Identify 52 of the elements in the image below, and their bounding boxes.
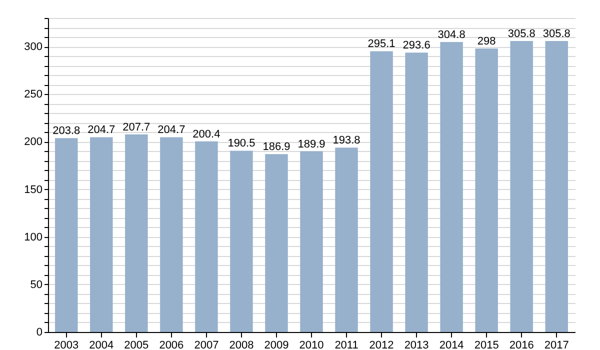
bar (405, 52, 428, 332)
data-label: 204.7 (158, 124, 186, 136)
bar (440, 42, 463, 332)
data-label: 204.7 (88, 124, 116, 136)
data-label: 186.9 (262, 141, 290, 154)
data-label: 207.7 (122, 121, 150, 134)
x-tick-label: 2010 (299, 340, 324, 350)
y-tick-label: 0 (36, 326, 42, 338)
x-tick-label: 2005 (124, 340, 149, 350)
y-tick-label: 200 (24, 136, 42, 148)
x-tick-label: 2007 (194, 340, 219, 350)
x-tick-label: 2012 (369, 340, 394, 350)
x-tick-label: 2004 (89, 340, 114, 350)
x-tick-label: 2016 (509, 340, 534, 350)
data-label: 200.4 (192, 128, 220, 140)
x-tick-label: 2011 (334, 340, 358, 350)
bar (160, 137, 183, 332)
bar (475, 48, 498, 332)
bar (335, 148, 358, 332)
data-label: 190.5 (228, 138, 256, 150)
data-label: 295.1 (368, 38, 396, 50)
x-tick-label: 2006 (159, 340, 184, 350)
data-label: 293.6 (402, 40, 430, 52)
bar (265, 154, 288, 332)
data-label: 193.8 (332, 134, 360, 147)
bar (55, 138, 78, 332)
x-tick-label: 2008 (229, 340, 254, 350)
bar (545, 41, 568, 332)
data-label: 305.8 (508, 28, 536, 40)
data-label: 203.8 (52, 125, 80, 138)
bar (125, 134, 148, 332)
bar (510, 41, 533, 332)
x-tick-label: 2013 (404, 340, 429, 350)
x-tick-label: 2009 (264, 340, 289, 350)
bar (90, 137, 113, 332)
bar (195, 141, 218, 332)
y-tick-label: 300 (24, 41, 42, 54)
x-tick-label: 2017 (544, 340, 569, 350)
y-tick-label: 50 (30, 278, 42, 291)
x-tick-label: 2014 (439, 340, 464, 350)
bar (370, 51, 393, 332)
data-label: 189.9 (298, 138, 326, 150)
y-tick-label: 150 (24, 184, 42, 196)
bar (300, 151, 323, 332)
data-label: 304.8 (438, 28, 466, 41)
data-label: 305.8 (542, 28, 570, 40)
bar (230, 150, 253, 332)
y-tick-label: 100 (24, 231, 42, 244)
x-tick-label: 2003 (54, 340, 79, 350)
x-tick-label: 2015 (474, 340, 499, 350)
data-label: 298 (477, 35, 496, 48)
y-tick-label: 250 (24, 88, 42, 101)
